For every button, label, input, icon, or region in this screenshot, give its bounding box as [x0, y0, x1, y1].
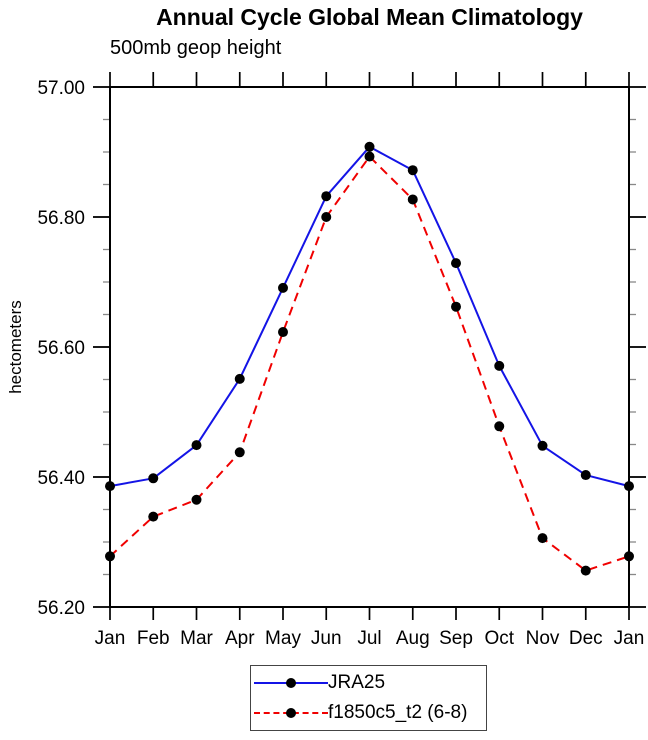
legend: JRA25 f1850c5_t2 (6-8) [250, 665, 487, 731]
svg-text:Feb: Feb [137, 628, 170, 649]
legend-label: JRA25 [328, 672, 386, 694]
svg-text:56.20: 56.20 [37, 598, 85, 619]
svg-text:Apr: Apr [225, 628, 255, 649]
svg-text:57.00: 57.00 [37, 78, 85, 99]
svg-text:56.60: 56.60 [37, 338, 85, 359]
svg-text:Jan: Jan [95, 628, 126, 649]
svg-text:Jul: Jul [357, 628, 381, 649]
svg-text:Oct: Oct [484, 628, 514, 649]
legend-entry-jra25: JRA25 [254, 671, 486, 695]
svg-text:56.80: 56.80 [37, 208, 85, 229]
legend-entry-f1850c5-t2: f1850c5_t2 (6-8) [254, 701, 486, 725]
legend-swatch-solid-line-dot-icon [254, 678, 328, 689]
svg-text:Jun: Jun [311, 628, 342, 649]
legend-swatch-dashed-line-dot-icon [254, 707, 328, 718]
chart-title: Annual Cycle Global Mean Climatology [156, 4, 583, 30]
svg-text:Aug: Aug [396, 628, 430, 649]
svg-text:May: May [265, 628, 301, 649]
svg-text:Jan: Jan [614, 628, 645, 649]
svg-text:56.40: 56.40 [37, 468, 85, 489]
svg-text:Dec: Dec [569, 628, 603, 649]
svg-text:Nov: Nov [526, 628, 560, 649]
svg-text:Sep: Sep [439, 628, 473, 649]
svg-text:Mar: Mar [180, 628, 213, 649]
legend-label: f1850c5_t2 (6-8) [328, 701, 468, 723]
chart-subtitle: 500mb geop height [110, 37, 282, 59]
